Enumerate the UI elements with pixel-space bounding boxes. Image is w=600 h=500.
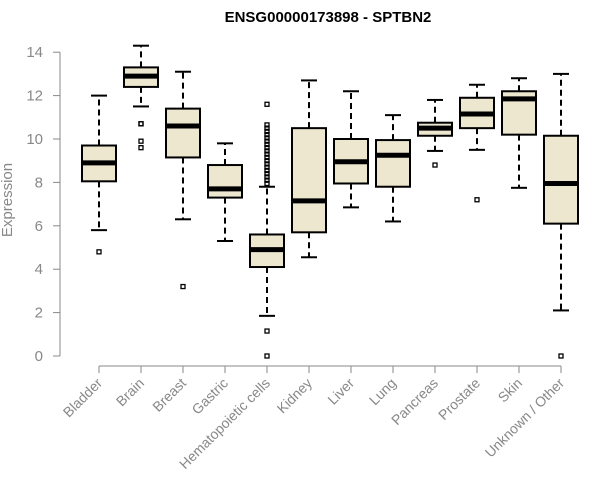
x-tick-label: Unknown / Other [482,375,568,461]
outlier-point [264,122,270,128]
x-tick-label: Skin [495,375,526,406]
box-brain [123,44,159,151]
y-axis: 0 2 4 6 8 10 12 14 [26,44,61,365]
iqr-box [543,134,579,225]
outlier-point [432,162,438,168]
y-tick-label: 8 [35,174,43,191]
y-tick-label: 6 [35,218,43,235]
outlier-point [264,328,270,334]
y-tick-label: 2 [35,305,43,322]
outlier-point [180,283,186,290]
box-liver [333,90,369,209]
box-skin [501,77,537,189]
outlier-point [264,125,270,131]
outlier-point [264,177,270,183]
x-tick-label: Bladder [60,375,106,421]
outlier-point [264,154,270,161]
x-tick-label: Pancreas [388,375,441,428]
outlier-point [558,353,564,359]
box-lung [375,114,411,223]
box-pancreas [417,98,453,168]
x-tick-label: Brain [113,375,147,409]
iqr-box [375,139,411,188]
outlier-point [264,164,270,170]
box-hematopoietic-cells [249,101,285,359]
outlier-point [264,132,270,138]
y-tick-label: 10 [26,131,43,148]
box-prostate [459,83,495,203]
y-tick-label: 12 [26,88,43,105]
x-tick-label: Kidney [274,375,316,417]
iqr-box [165,107,201,159]
outlier-point [264,158,270,164]
box-bladder [81,94,117,255]
outlier-point [264,145,270,151]
box-unknown-other [543,72,579,359]
outlier-point [96,249,102,255]
boxes-group [81,44,579,359]
box-gastric [207,142,243,242]
x-tick-label: Prostate [435,375,483,423]
box-kidney [291,79,327,259]
outlier-point [264,180,270,187]
iqr-box [207,164,243,199]
box-breast [165,70,201,290]
outlier-point [264,151,270,157]
iqr-box [291,127,327,234]
outlier-point [264,135,270,141]
outlier-point [264,128,270,135]
outlier-point [474,197,480,203]
y-tick-label: 0 [35,348,43,365]
outlier-point [138,145,144,151]
outlier-point [264,174,270,180]
outlier-point [264,167,270,174]
outlier-point [264,101,270,107]
x-tick-label: Breast [149,375,189,415]
y-axis-label: Expression [0,163,16,237]
outlier-point [138,138,144,144]
y-tick-label: 14 [26,44,43,61]
chart-title: ENSG00000173898 - SPTBN2 [225,9,432,26]
x-tick-label: Lung [366,375,399,408]
y-tick-label: 4 [35,261,43,278]
outlier-point [264,141,270,148]
outlier-point [264,148,270,154]
outlier-point [264,161,270,167]
outlier-point [264,138,270,144]
outlier-point [138,121,144,127]
x-tick-label: Liver [324,375,357,408]
outlier-point [264,353,270,359]
outlier-point [264,171,270,177]
